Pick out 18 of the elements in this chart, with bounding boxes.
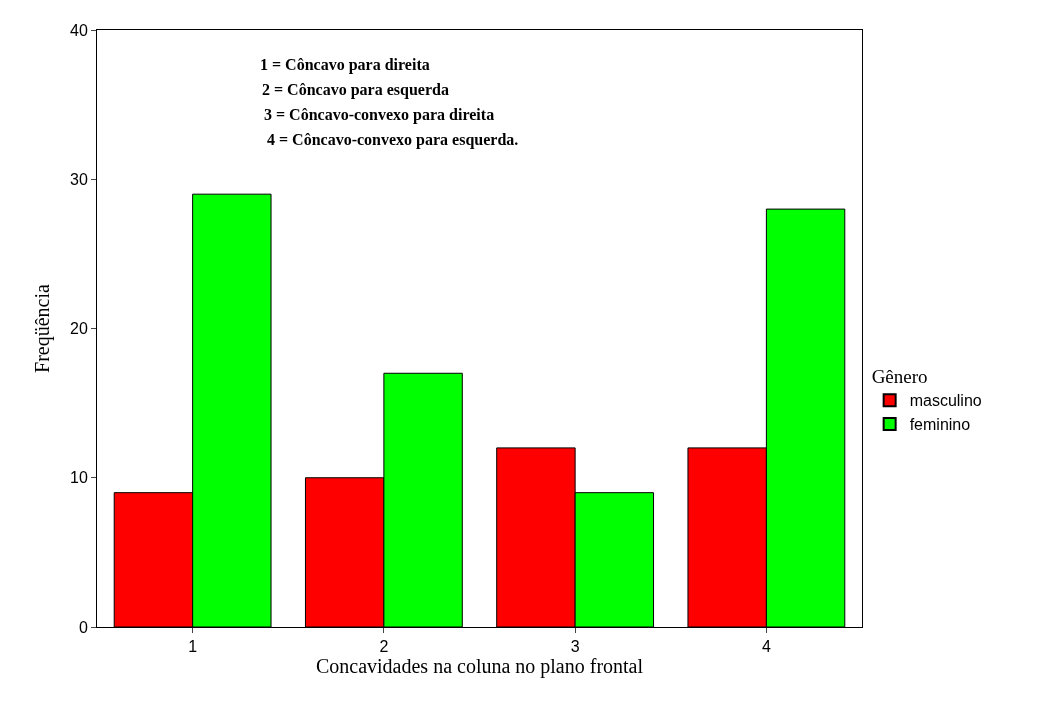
y-tick-label: 0 xyxy=(78,618,88,636)
x-tick-label: 4 xyxy=(761,638,771,656)
x-tick-label: 1 xyxy=(188,638,198,656)
legend-label: feminino xyxy=(909,416,971,434)
x-tick-label: 3 xyxy=(570,638,580,656)
annotation: 3 = Côncavo-convexo para direita xyxy=(264,106,495,124)
y-tick-label: 30 xyxy=(70,170,88,188)
legend-title: Gênero xyxy=(871,366,928,388)
annotation: 1 = Côncavo para direita xyxy=(260,56,430,74)
x-tick-label: 2 xyxy=(379,638,389,656)
annotation: 2 = Côncavo para esquerda xyxy=(262,81,449,99)
y-tick-label: 10 xyxy=(70,469,88,487)
x-axis-title: Concavidades na coluna no plano frontal xyxy=(315,655,644,679)
legend-label: masculino xyxy=(909,392,982,410)
y-tick-label: 40 xyxy=(70,21,88,39)
annotation: 4 = Côncavo-convexo para esquerda. xyxy=(267,131,519,149)
y-tick-label: 20 xyxy=(70,320,88,338)
y-axis-title: Freqüência xyxy=(30,283,54,373)
